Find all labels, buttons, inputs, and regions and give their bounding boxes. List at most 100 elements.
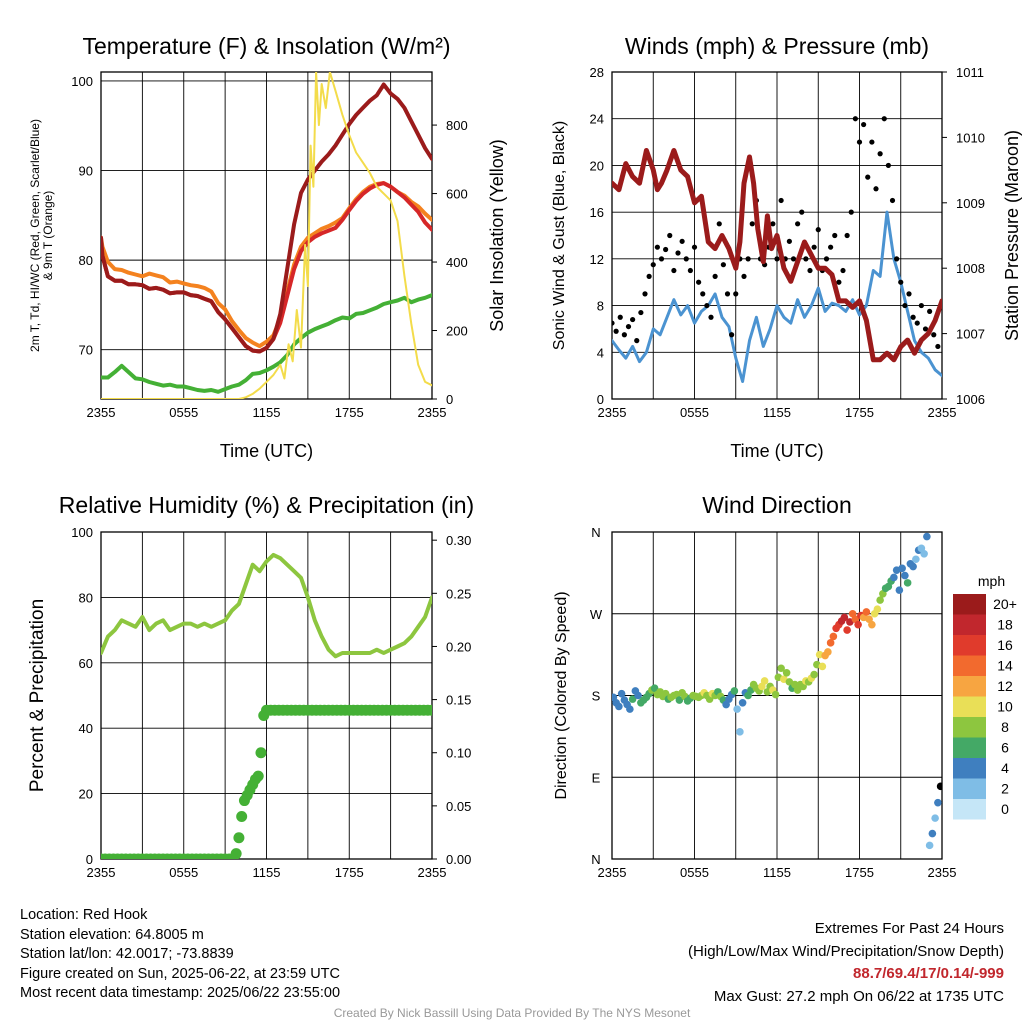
data-point bbox=[889, 197, 896, 204]
colorbar-swatch bbox=[953, 737, 986, 758]
data-point bbox=[865, 174, 871, 180]
extremes-subtitle: (High/Low/Max Wind/Precipitation/Snow De… bbox=[688, 942, 1004, 960]
x-tick-label: 1155 bbox=[253, 865, 281, 880]
series-line bbox=[612, 148, 942, 363]
data-point bbox=[922, 326, 929, 332]
y2-tick-label: 1009 bbox=[956, 196, 985, 211]
y-tick-label: 90 bbox=[79, 164, 93, 179]
elevation-label: Station elevation: 64.8005 m bbox=[20, 926, 204, 943]
colorbar-label: 16 bbox=[997, 637, 1013, 653]
location-label: Location: Red Hook bbox=[20, 907, 148, 923]
y2-tick-label: 1007 bbox=[956, 327, 985, 342]
data-point bbox=[729, 332, 735, 338]
data-point bbox=[828, 244, 834, 250]
direction-point bbox=[843, 626, 851, 634]
plot-frame bbox=[100, 71, 433, 400]
data-point bbox=[823, 256, 830, 262]
credit-line: Created By Nick Bassill Using Data Provi… bbox=[333, 1006, 691, 1020]
direction-point bbox=[934, 798, 942, 807]
data-point bbox=[671, 267, 677, 274]
direction-point bbox=[923, 532, 931, 541]
direction-point bbox=[782, 668, 791, 677]
data-point bbox=[749, 221, 755, 227]
y-tick-label: 12 bbox=[590, 252, 604, 267]
x-tick-label: 2355 bbox=[598, 865, 627, 880]
colorbar-label: 8 bbox=[1001, 719, 1009, 735]
data-point bbox=[255, 747, 267, 759]
direction-point bbox=[777, 664, 785, 673]
data-point bbox=[745, 256, 751, 262]
colorbar-label: 18 bbox=[997, 617, 1013, 633]
direction-point bbox=[890, 573, 898, 582]
direction-point bbox=[840, 613, 849, 622]
data-point bbox=[786, 238, 792, 244]
direction-point bbox=[876, 596, 884, 604]
direction-point bbox=[824, 648, 832, 656]
data-point bbox=[691, 244, 698, 250]
colorbar-label: 20+ bbox=[993, 596, 1017, 612]
x-tick-label: 2355 bbox=[928, 865, 957, 880]
x-tick-label: 1155 bbox=[763, 865, 791, 880]
plot-frame bbox=[100, 531, 433, 860]
direction-point bbox=[650, 684, 659, 693]
colorbar-label: 10 bbox=[997, 699, 1013, 715]
direction-point bbox=[862, 608, 871, 616]
colorbar-swatch bbox=[953, 676, 986, 697]
y2-tick-label: 800 bbox=[446, 118, 468, 133]
x-tick-label: 2355 bbox=[87, 405, 116, 420]
data-point bbox=[815, 227, 821, 233]
direction-point bbox=[829, 632, 838, 641]
colorbar-swatch bbox=[953, 696, 986, 717]
extremes-values: 88.7/69.4/17/0.14/-999 bbox=[853, 965, 1004, 982]
x-tick-label: 0555 bbox=[680, 405, 709, 420]
x-tick-label: 1755 bbox=[335, 865, 364, 880]
data-point bbox=[931, 332, 937, 338]
data-point bbox=[650, 262, 656, 268]
chart-title: Wind Direction bbox=[702, 492, 852, 518]
data-point bbox=[733, 291, 739, 297]
plot-frame bbox=[611, 71, 943, 400]
y2-tick-label: 0.05 bbox=[446, 799, 471, 814]
direction-point bbox=[936, 782, 942, 791]
data-point bbox=[687, 267, 693, 274]
direction-point bbox=[912, 555, 920, 564]
y-tick-label: N bbox=[591, 525, 600, 540]
x-tick-label: 1755 bbox=[335, 405, 364, 420]
x-tick-label: 2355 bbox=[418, 405, 447, 420]
y-tick-label: 8 bbox=[597, 299, 604, 314]
data-point bbox=[630, 316, 636, 323]
y-tick-label: 16 bbox=[590, 205, 604, 220]
chart-title: Winds (mph) & Pressure (mb) bbox=[625, 33, 929, 59]
y2-axis-label: Station Pressure (Maroon) bbox=[1002, 130, 1022, 341]
direction-point bbox=[628, 695, 637, 703]
direction-point bbox=[818, 662, 827, 671]
y-tick-label: 100 bbox=[71, 525, 93, 540]
y-axis-label: Percent & Precipitation bbox=[27, 599, 48, 792]
colorbar-label: 14 bbox=[997, 658, 1013, 674]
data-point bbox=[613, 328, 619, 334]
direction-point bbox=[903, 579, 912, 587]
data-point bbox=[840, 267, 846, 274]
y2-tick-label: 0.20 bbox=[446, 639, 471, 654]
colorbar-label: 0 bbox=[1001, 801, 1009, 817]
direction-point bbox=[854, 620, 862, 629]
direction-point bbox=[738, 698, 747, 707]
y2-tick-label: 400 bbox=[446, 255, 468, 270]
y-tick-label: 0 bbox=[597, 392, 604, 407]
direction-point bbox=[920, 550, 928, 558]
data-point bbox=[700, 291, 706, 297]
colorbar-swatch bbox=[953, 614, 986, 635]
x-axis-label: Time (UTC) bbox=[220, 441, 313, 461]
data-point bbox=[708, 314, 714, 320]
data-point bbox=[885, 162, 891, 169]
direction-point bbox=[617, 689, 626, 698]
data-point bbox=[667, 232, 673, 239]
colorbar-swatch bbox=[953, 758, 986, 779]
y2-tick-label: 0.25 bbox=[446, 586, 471, 601]
direction-point bbox=[931, 814, 939, 822]
data-point bbox=[906, 291, 912, 297]
y2-tick-label: 600 bbox=[446, 187, 468, 202]
data-point bbox=[252, 770, 264, 782]
y-tick-label: 60 bbox=[79, 656, 93, 671]
data-point bbox=[848, 209, 854, 215]
